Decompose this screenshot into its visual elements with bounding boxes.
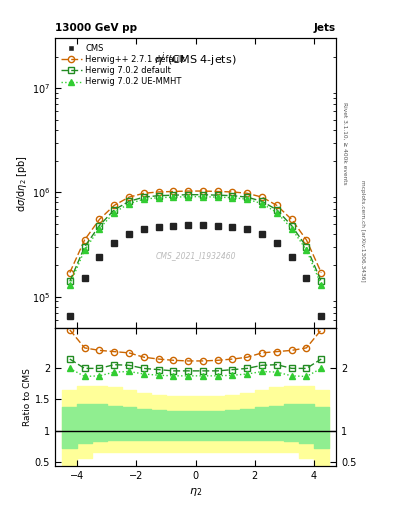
- Y-axis label: Ratio to CMS: Ratio to CMS: [23, 368, 32, 426]
- Text: Rivet 3.1.10, ≥ 400k events: Rivet 3.1.10, ≥ 400k events: [342, 102, 347, 185]
- Text: CMS_2021_I1932460: CMS_2021_I1932460: [155, 251, 236, 260]
- Text: 13000 GeV pp: 13000 GeV pp: [55, 23, 137, 33]
- Y-axis label: d$\sigma$/d$\eta_2$ [pb]: d$\sigma$/d$\eta_2$ [pb]: [15, 155, 29, 211]
- Text: $\eta^i$ (CMS 4-jets): $\eta^i$ (CMS 4-jets): [154, 50, 237, 69]
- Text: mcplots.cern.ch [arXiv:1306.3436]: mcplots.cern.ch [arXiv:1306.3436]: [360, 180, 365, 281]
- X-axis label: $\eta_2$: $\eta_2$: [189, 486, 202, 498]
- Text: Jets: Jets: [314, 23, 336, 33]
- Legend: CMS, Herwig++ 2.7.1 default, Herwig 7.0.2 default, Herwig 7.0.2 UE-MMHT: CMS, Herwig++ 2.7.1 default, Herwig 7.0.…: [59, 42, 186, 88]
